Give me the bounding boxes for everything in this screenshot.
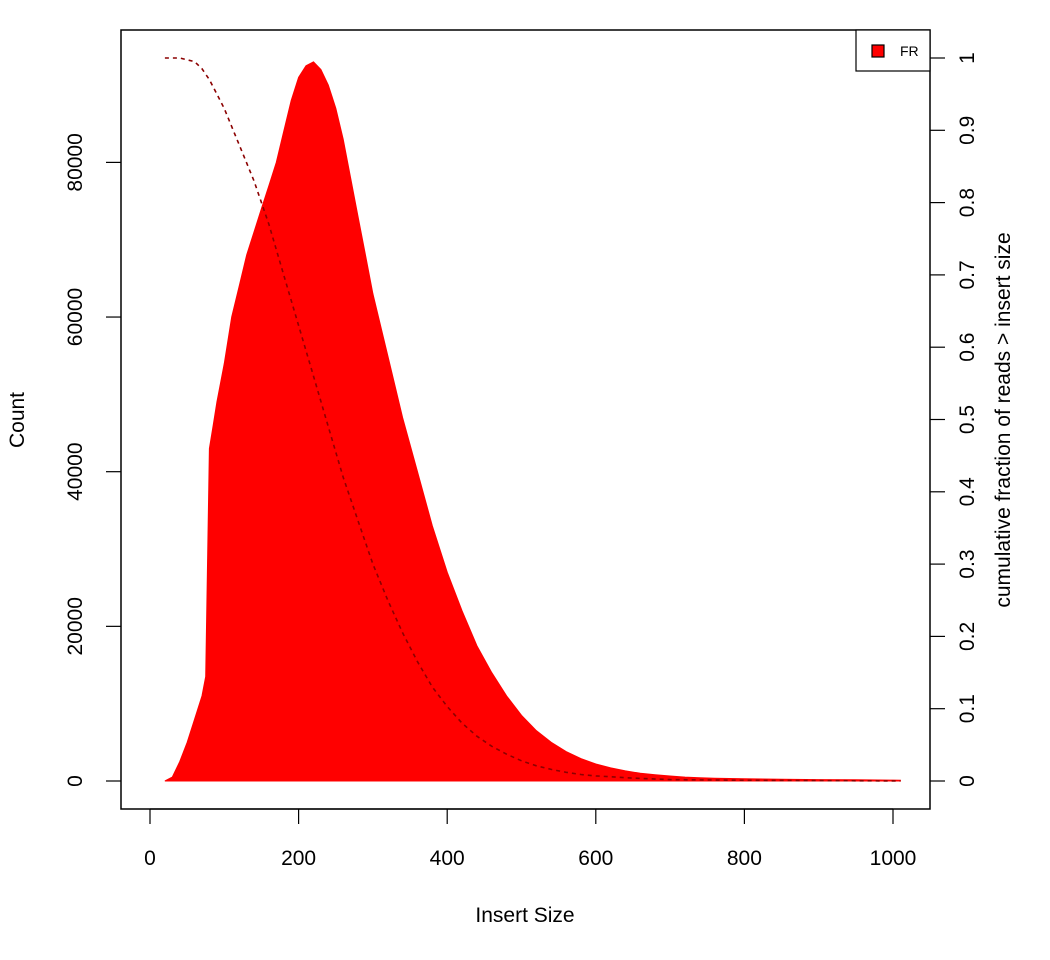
legend-swatch xyxy=(871,44,885,58)
y2-tick-label: 0.2 xyxy=(956,622,979,651)
y-axis-title: Count xyxy=(6,392,29,448)
y-tick-label: 0 xyxy=(64,775,87,787)
legend-label: FR xyxy=(900,43,919,59)
x-tick-label: 0 xyxy=(144,847,156,870)
y2-tick-label: 0.4 xyxy=(956,477,979,507)
legend-box xyxy=(855,29,931,72)
y-tick-label: 80000 xyxy=(64,133,87,191)
y-axis: 0 20000 40000 60000 80000 xyxy=(64,133,121,787)
y2-tick-label: 0.7 xyxy=(956,260,979,289)
cumulative-line-layer xyxy=(164,57,901,782)
x-axis-title: Insert Size xyxy=(475,904,574,927)
y2-axis: 0 0.1 0.2 0.3 0.4 0.5 0.6 0.7 0.8 0.9 1 xyxy=(930,52,979,787)
x-tick-label: 600 xyxy=(578,847,613,870)
x-axis: 0 200 400 600 800 1000 xyxy=(144,808,917,870)
x-tick-label: 400 xyxy=(430,847,465,870)
y2-axis-title: cumulative fraction of reads > insert si… xyxy=(992,232,1015,607)
y2-tick-label: 0.3 xyxy=(956,549,979,578)
y2-tick-label: 0 xyxy=(956,775,979,787)
y2-tick-label: 1 xyxy=(956,52,979,64)
histogram-layer xyxy=(164,61,901,782)
x-tick-label: 800 xyxy=(727,847,762,870)
y2-tick-label: 0.5 xyxy=(956,405,979,434)
histogram-fr xyxy=(164,61,901,782)
y-tick-label: 40000 xyxy=(64,442,87,500)
cumulative-line xyxy=(164,57,901,782)
legend: FR xyxy=(855,29,931,72)
x-tick-label: 200 xyxy=(281,847,316,870)
y2-tick-label: 0.8 xyxy=(956,188,979,217)
y2-tick-label: 0.9 xyxy=(956,116,979,145)
y2-tick-label: 0.1 xyxy=(956,694,979,723)
x-tick-label: 1000 xyxy=(870,847,917,870)
y-tick-label: 20000 xyxy=(64,597,87,655)
y-tick-label: 60000 xyxy=(64,288,87,346)
y2-tick-label: 0.6 xyxy=(956,333,979,362)
